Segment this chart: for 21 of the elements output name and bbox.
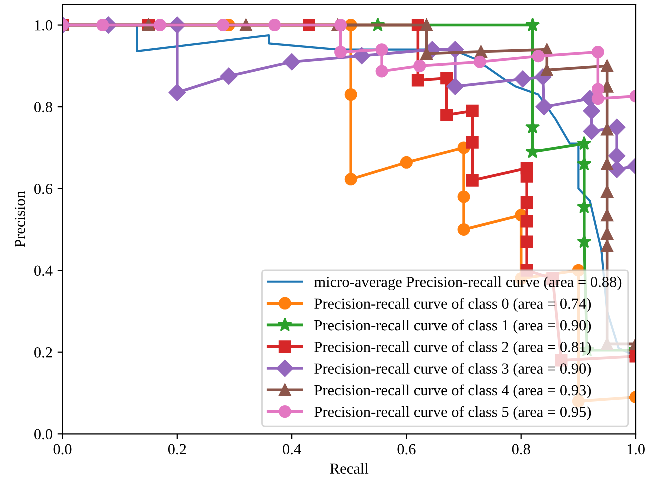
legend-label: Precision-recall curve of class 0 (area = 0.74) (314, 298, 592, 312)
legend-label: Precision-recall curve of class 1 (area = 0.90) (314, 320, 592, 334)
legend-label: micro-average Precision-recall curve (area = 0.88) (314, 276, 622, 291)
x-tick-label: 0.8 (512, 444, 530, 455)
y-tick-label: 0.6 (34, 184, 53, 194)
x-tick-label: 1.0 (628, 444, 645, 455)
y-tick-label: 0.8 (34, 102, 52, 113)
x-axis-title: Recall (330, 463, 369, 474)
y-tick-label: 0.0 (34, 429, 52, 440)
y-tick-label: 0.4 (34, 266, 53, 276)
x-tick-label: 0.6 (398, 444, 416, 455)
y-tick-label: 0.2 (34, 348, 52, 358)
x-tick-label: 0.0 (54, 444, 72, 455)
x-tick-label: 0.2 (168, 444, 186, 455)
y-tick-label: 1.0 (35, 20, 52, 31)
y-axis-title: Precision (15, 191, 26, 248)
legend-label: Precision-recall curve of class 3 (area = 0.90) (314, 363, 592, 378)
legend-label: Precision-recall curve of class 5 (area = 0.95) (314, 406, 592, 420)
x-tick-label: 0.4 (283, 444, 302, 455)
legend-label: Precision-recall curve of class 4 (area = 0.93) (314, 384, 592, 399)
legend-label: Precision-recall curve of class 2 (area = 0.81) (314, 341, 592, 356)
